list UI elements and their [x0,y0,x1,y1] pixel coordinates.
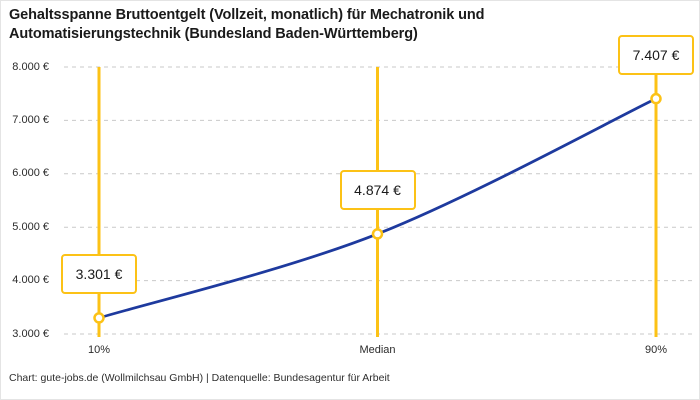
chart-title-line1: Gehaltsspanne Bruttoentgelt (Vollzeit, m… [9,7,485,23]
value-label-90-percent: 7.407 € [618,34,694,75]
source-attribution: Chart: gute-jobs.de (Wollmilchsau GmbH) … [9,372,390,384]
y-tick-6000: 6.000 € [12,167,49,180]
value-label-10-percent: 3.301 € [61,253,137,294]
data-point-10% [93,312,105,324]
y-tick-5000: 5.000 € [12,220,49,233]
x-axis-label-10-percent: 10% [87,344,111,356]
x-axis-label-median: Median [359,344,396,356]
value-label-median: 4.874 € [339,169,416,210]
y-tick-3000: 3.000 € [12,327,49,340]
chart-title: Gehaltsspanne Bruttoentgelt (Vollzeit, m… [9,6,609,44]
x-axis-label-90-percent: 90% [644,344,668,356]
y-tick-4000: 4.000 € [12,274,49,287]
y-tick-8000: 8.000 € [12,60,49,73]
data-point-Median [371,228,384,240]
y-tick-7000: 7.000 € [12,113,49,126]
chart-title-line2: Automatisierungstechnik (Bundesland Bade… [9,26,418,42]
data-point-90% [650,92,662,105]
